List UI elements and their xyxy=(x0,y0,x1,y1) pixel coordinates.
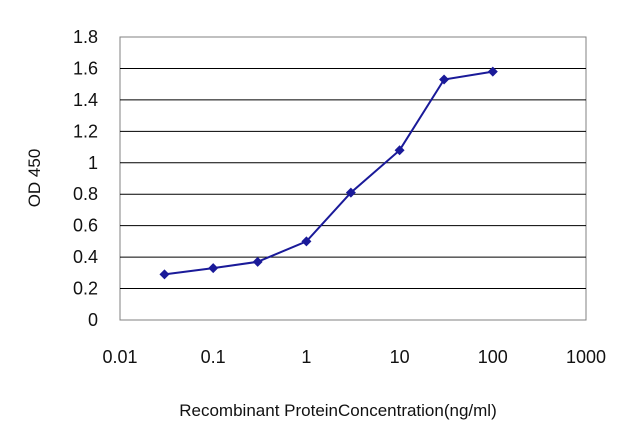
data-point xyxy=(394,145,405,156)
data-point xyxy=(487,66,498,77)
data-point xyxy=(252,256,263,267)
data-point xyxy=(159,269,170,280)
y-tick-labels: 0 0.2 0.4 0.6 0.8 1 1.2 1.4 1.6 1.8 xyxy=(73,27,98,330)
data-point xyxy=(345,187,356,198)
x-tick-label: 10 xyxy=(390,347,410,367)
x-tick-label: 1 xyxy=(301,347,311,367)
series-line xyxy=(164,70,493,276)
x-tick-labels: 0.01 0.1 1 10 100 1000 xyxy=(102,347,606,367)
gridlines xyxy=(120,67,586,290)
y-tick-label: 1.4 xyxy=(73,90,98,110)
y-tick-label: 1.6 xyxy=(73,58,98,78)
data-point xyxy=(208,263,219,274)
data-point xyxy=(439,74,450,85)
y-tick-label: 0.8 xyxy=(73,184,98,204)
plot-area xyxy=(119,36,587,321)
x-tick-label: 100 xyxy=(478,347,508,367)
data-point xyxy=(301,236,312,247)
y-tick-label: 0.4 xyxy=(73,247,98,267)
data-points xyxy=(159,66,498,280)
x-tick-label: 0.1 xyxy=(201,347,226,367)
y-tick-label: 1.8 xyxy=(73,27,98,47)
y-tick-label: 1.2 xyxy=(73,121,98,141)
x-tick-label: 0.01 xyxy=(102,347,137,367)
y-tick-label: 1 xyxy=(88,153,98,173)
y-tick-label: 0.6 xyxy=(73,216,98,236)
y-axis-title: OD 450 xyxy=(25,149,44,208)
y-tick-label: 0.2 xyxy=(73,279,98,299)
y-tick-label: 0 xyxy=(88,310,98,330)
x-tick-label: 1000 xyxy=(566,347,606,367)
x-axis-title: Recombinant ProteinConcentration(ng/ml) xyxy=(179,401,497,420)
